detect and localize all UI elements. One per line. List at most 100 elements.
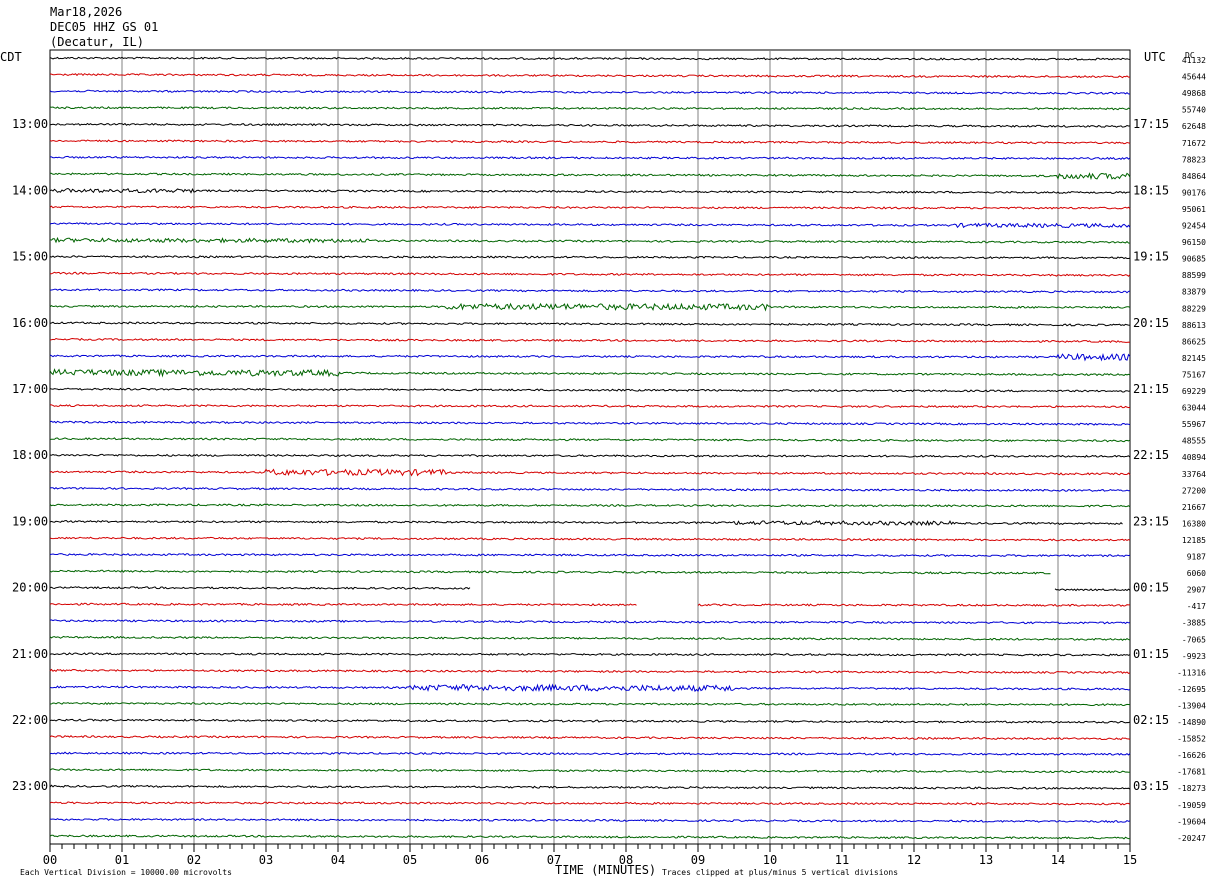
right-hour-label: 21:15 (1133, 382, 1169, 396)
right-hour-label: 18:15 (1133, 183, 1169, 197)
trace-line (49, 222, 1131, 229)
dc-offset-label: 83879 (1182, 288, 1206, 297)
x-tick-label: 00 (43, 853, 57, 867)
x-tick-label: 02 (187, 853, 201, 867)
trace-line (49, 751, 1131, 756)
dc-offset-label: 88613 (1182, 321, 1206, 330)
trace-line (49, 486, 1131, 492)
dc-offset-label: -9923 (1182, 652, 1206, 661)
dc-offset-label: 88229 (1182, 304, 1206, 313)
right-hour-label: 03:15 (1133, 779, 1169, 793)
x-tick-label: 04 (331, 853, 345, 867)
x-tick-label: 07 (547, 853, 561, 867)
dc-offset-label: 63044 (1182, 404, 1206, 413)
dc-offset-label: -17681 (1177, 768, 1206, 777)
trace-line (49, 503, 1131, 508)
left-hour-label: 22:00 (12, 713, 48, 727)
trace-line (49, 404, 1131, 409)
x-tick-label: 15 (1123, 853, 1137, 867)
trace-line (49, 652, 1131, 657)
trace-line (49, 106, 1131, 111)
x-tick-label: 05 (403, 853, 417, 867)
trace-line (49, 368, 1131, 378)
dc-offset-label: -417 (1187, 602, 1206, 611)
dc-offset-label: -11316 (1177, 668, 1206, 677)
minute-grid (121, 50, 1059, 844)
trace-line (697, 603, 1130, 607)
right-hour-label: 17:15 (1133, 117, 1169, 131)
header-date: Mar18,2026 (50, 5, 122, 19)
trace-line (49, 122, 1130, 128)
dc-offset-label: 82145 (1182, 354, 1206, 363)
traces (49, 56, 1131, 840)
trace-line (49, 586, 471, 590)
dc-offset-label: 90176 (1182, 188, 1206, 197)
dc-offset-label: 69229 (1182, 387, 1206, 396)
dc-label: DC (1185, 51, 1195, 60)
dc-offset-label: 95061 (1182, 205, 1206, 214)
right-timezone-label: UTC (1144, 50, 1166, 64)
trace-line (50, 155, 1131, 161)
dc-offset-label: 62648 (1182, 122, 1206, 131)
dc-offset-label: 40894 (1182, 453, 1206, 462)
trace-line (50, 271, 1131, 277)
left-timezone-label: CDT (0, 50, 22, 64)
trace-line (49, 701, 1131, 707)
dc-offset-label: -16626 (1177, 751, 1206, 760)
right-hour-label: 00:15 (1133, 581, 1169, 595)
trace-line (49, 73, 1131, 79)
trace-line (49, 387, 1131, 393)
dc-offset-label: 9187 (1187, 553, 1206, 562)
dc-offset-label: 41132 (1182, 56, 1206, 65)
dc-offset-label: -18273 (1177, 784, 1206, 793)
trace-line (49, 553, 1131, 558)
clip-note: Traces clipped at plus/minus 5 vertical … (662, 868, 898, 877)
dc-offset-label: -3885 (1182, 619, 1206, 628)
left-hour-label: 17:00 (12, 382, 48, 396)
trace-line (49, 801, 1131, 806)
right-hour-label: 01:15 (1133, 647, 1169, 661)
dc-offset-label: 71672 (1182, 139, 1206, 148)
right-hour-labels: 17:15 18:15 19:15 20:15 21:15 22:15 23:15 00:15… (1133, 117, 1169, 793)
x-tick-label: 06 (475, 853, 489, 867)
trace-line (49, 437, 1131, 443)
trace-line (49, 668, 1131, 675)
trace-line (49, 236, 1131, 244)
dc-offset-label: 78823 (1182, 155, 1206, 164)
x-tick-label: 09 (691, 853, 705, 867)
dc-offset-label: 6060 (1187, 569, 1206, 578)
trace-line (49, 352, 1131, 362)
trace-line (1054, 588, 1131, 592)
trace-line (49, 288, 1131, 294)
trace-line (49, 255, 1131, 260)
trace-line (49, 735, 1131, 741)
dc-offset-label: -13904 (1177, 701, 1206, 710)
trace-line (49, 536, 1131, 542)
trace-line (49, 817, 1131, 823)
dc-offset-label: 90685 (1182, 255, 1206, 264)
dc-offset-label: -20247 (1177, 834, 1206, 843)
dc-offset-labels: 41132 45644 49868 55740 62648 71672 78823 84864… (1177, 56, 1206, 843)
trace-line (49, 187, 1131, 194)
left-hour-label: 19:00 (12, 514, 48, 528)
dc-offset-label: 55967 (1182, 420, 1206, 429)
dc-offset-label: 75167 (1182, 370, 1206, 379)
left-hour-label: 14:00 (12, 183, 48, 197)
x-axis: 00 01 02 03 04 05 06 07 08 09 10 11 12 13 14 15 (43, 843, 1137, 867)
x-tick-label: 12 (907, 853, 921, 867)
trace-line (49, 834, 1131, 840)
trace-line (49, 89, 1131, 95)
dc-offset-label: 88599 (1182, 271, 1206, 280)
header-station: DEC05 HHZ GS 01 (50, 20, 158, 34)
x-tick-label: 13 (979, 853, 993, 867)
dc-offset-label: 96150 (1182, 238, 1206, 247)
x-axis-label: TIME (MINUTES) (555, 863, 656, 877)
right-hour-label: 22:15 (1133, 448, 1169, 462)
trace-line (49, 337, 1131, 343)
header-location: (Decatur, IL) (50, 35, 144, 49)
x-tick-label: 03 (259, 853, 273, 867)
dc-offset-label: 55740 (1182, 106, 1206, 115)
trace-line (49, 569, 1051, 575)
dc-offset-label: 49868 (1182, 89, 1206, 98)
